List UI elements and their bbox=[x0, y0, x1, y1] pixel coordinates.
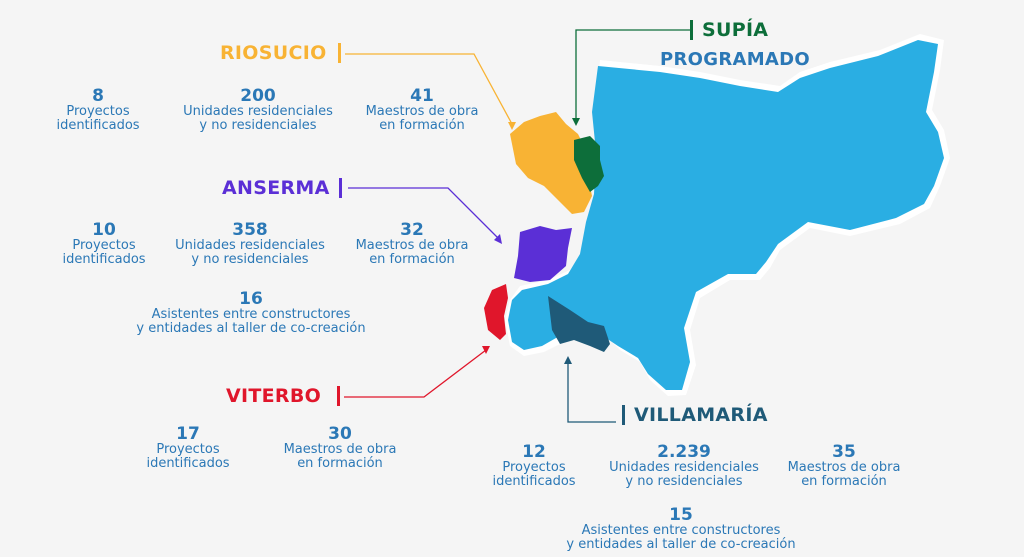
viterbo-title: VITERBO bbox=[226, 385, 322, 407]
supia-pointer bbox=[572, 118, 580, 126]
villamaria-title: VILLAMARÍA bbox=[634, 404, 768, 426]
villamaria-pointer bbox=[564, 356, 572, 364]
viterbo-stat-projects: 17 Proyectos identificados bbox=[146, 424, 230, 471]
villamaria-connector bbox=[567, 362, 616, 423]
map-region-viterbo bbox=[484, 284, 508, 340]
map-region-riosucio bbox=[510, 112, 592, 214]
riosucio-title-bar bbox=[338, 43, 341, 63]
villamaria-stat-attendees: 15 Asistentes entre constructores y enti… bbox=[566, 505, 796, 552]
viterbo-title-bar bbox=[337, 386, 340, 406]
map-region-main bbox=[508, 40, 944, 390]
map-region-supia bbox=[574, 136, 604, 192]
riosucio-stat-projects: 8 Proyectos identificados bbox=[56, 86, 140, 133]
supia-title-bar bbox=[690, 20, 693, 40]
villamaria-stat-projects: 12 Proyectos identificados bbox=[492, 442, 576, 489]
anserma-title: ANSERMA bbox=[222, 177, 330, 199]
map-region-villamaria bbox=[548, 296, 610, 352]
riosucio-stat-builders: 41 Maestros de obra en formación bbox=[365, 86, 479, 133]
supia-status: PROGRAMADO bbox=[660, 49, 811, 70]
anserma-stat-attendees: 16 Asistentes entre constructores y enti… bbox=[136, 289, 366, 336]
supia-connector bbox=[575, 29, 690, 120]
anserma-pointer bbox=[494, 234, 502, 244]
villamaria-stat-builders: 35 Maestros de obra en formación bbox=[787, 442, 901, 489]
riosucio-title: RIOSUCIO bbox=[220, 42, 327, 64]
riosucio-connector bbox=[345, 53, 513, 125]
map-region-anserma bbox=[514, 226, 572, 282]
anserma-title-bar bbox=[339, 178, 342, 198]
riosucio-pointer bbox=[508, 122, 516, 130]
viterbo-connector bbox=[344, 349, 487, 398]
supia-title: SUPÍA bbox=[702, 19, 769, 41]
anserma-stat-builders: 32 Maestros de obra en formación bbox=[355, 220, 469, 267]
anserma-connector bbox=[348, 187, 499, 239]
viterbo-pointer bbox=[482, 346, 490, 354]
viterbo-stat-builders: 30 Maestros de obra en formación bbox=[283, 424, 397, 471]
anserma-stat-projects: 10 Proyectos identificados bbox=[62, 220, 146, 267]
villamaria-stat-units: 2.239 Unidades residenciales y no reside… bbox=[609, 442, 759, 489]
anserma-stat-units: 358 Unidades residenciales y no residenc… bbox=[175, 220, 325, 267]
villamaria-title-bar bbox=[622, 405, 625, 425]
riosucio-stat-units: 200 Unidades residenciales y no residenc… bbox=[183, 86, 333, 133]
